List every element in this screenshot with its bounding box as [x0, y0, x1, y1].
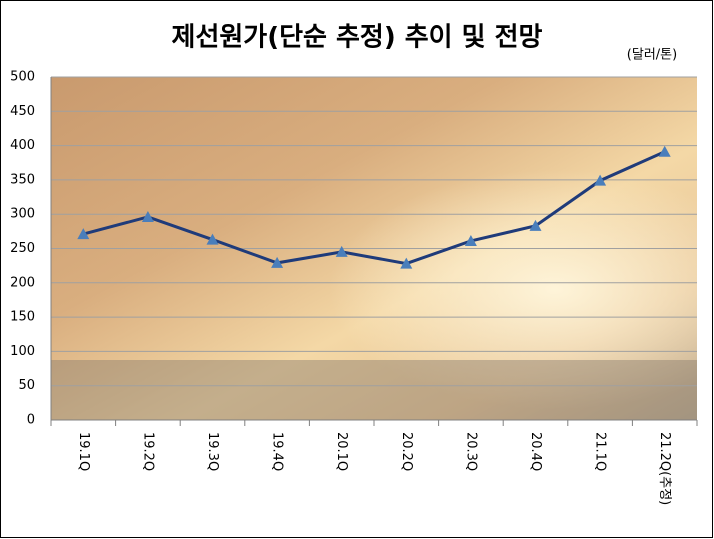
y-tick-label: 450 — [10, 104, 35, 119]
y-tick-label: 250 — [10, 241, 35, 256]
y-tick-label: 50 — [18, 378, 35, 393]
x-tick-label: 19.3Q — [205, 432, 220, 471]
y-tick-label: 200 — [10, 275, 35, 290]
y-tick-label: 150 — [10, 310, 35, 325]
x-tick-label: 20.4Q — [528, 432, 543, 471]
x-tick-label: 21.2Q(추정) — [657, 432, 672, 505]
x-tick-label: 21.1Q — [593, 432, 608, 471]
marker — [658, 145, 671, 157]
marker — [77, 228, 90, 240]
marker — [335, 245, 348, 257]
y-tick-label: 100 — [10, 344, 35, 359]
y-tick-label: 500 — [10, 70, 35, 85]
y-tick-label: 350 — [10, 172, 35, 187]
y-tick-label: 0 — [27, 413, 35, 428]
plot-floor — [51, 360, 697, 420]
unit-label: (달러/톤) — [627, 48, 677, 63]
y-tick-label: 300 — [10, 207, 35, 222]
x-tick-label: 19.2Q — [140, 432, 155, 471]
x-tick-label: 19.1Q — [76, 432, 91, 471]
line — [82, 150, 666, 266]
x-tick-label: 20.1Q — [334, 432, 349, 471]
marker — [464, 234, 477, 246]
x-tick-label: 20.3Q — [463, 432, 478, 471]
marker — [400, 257, 413, 269]
x-tick-label: 20.2Q — [399, 432, 414, 471]
chart-title: 제선원가(단순 추정) 추이 및 전망 — [172, 23, 543, 53]
marker — [594, 174, 607, 186]
marker — [141, 210, 154, 222]
marker — [206, 233, 219, 245]
x-tick-label: 19.4Q — [270, 432, 285, 471]
marker — [271, 256, 284, 268]
y-tick-label: 400 — [10, 138, 35, 153]
marker — [529, 219, 542, 231]
